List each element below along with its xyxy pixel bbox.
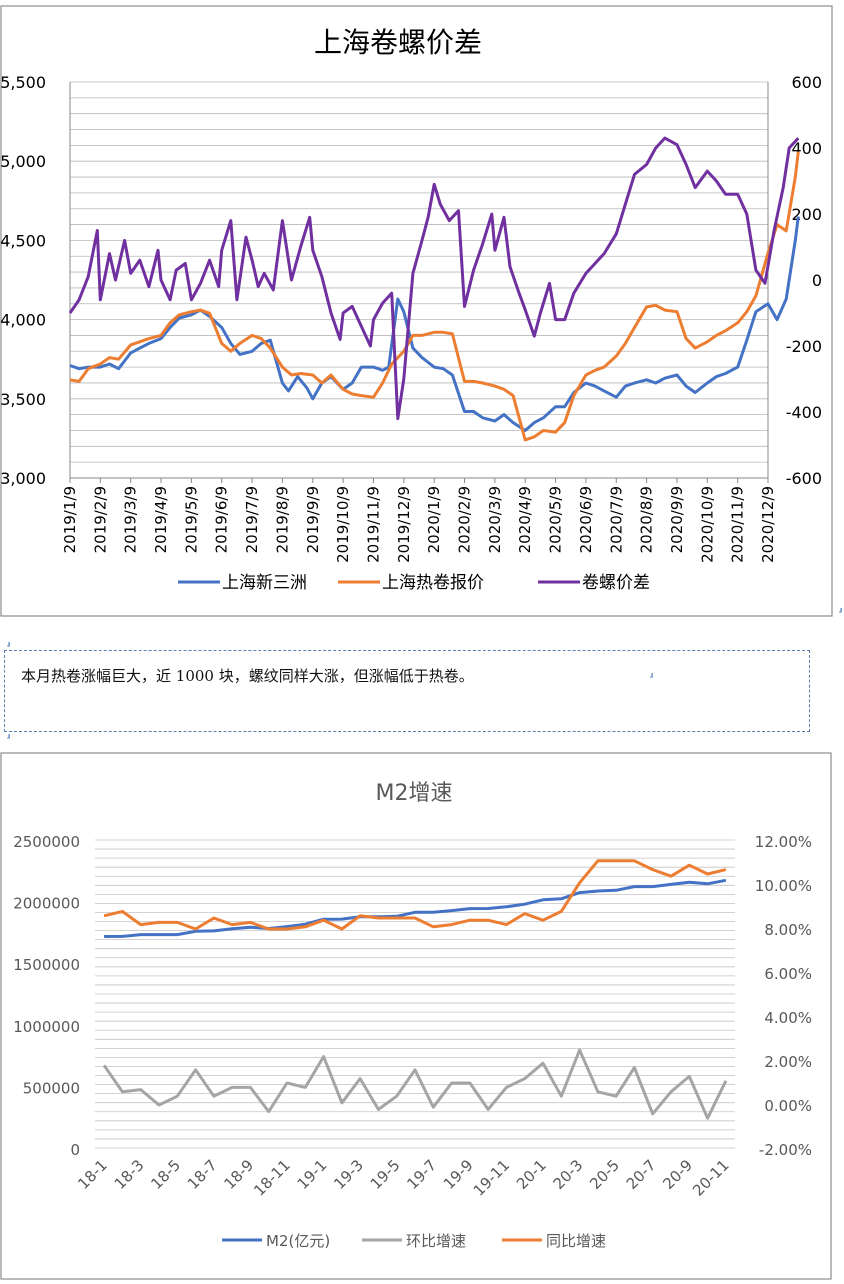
m2-growth-chart: M2增速 2500000 2000000 1500000 1000000 500000 0… [0, 752, 832, 1280]
chart-title: 上海卷螺价差 [314, 26, 482, 59]
x-tick-label: 2019/4/9 [152, 486, 170, 553]
series-line-2 [68, 136, 800, 421]
x-tick-label: 2020/3/9 [486, 486, 504, 553]
right-tick-label: -400 [786, 403, 822, 422]
series-lines [102, 859, 728, 1120]
left-tick-label: 2500000 [13, 833, 80, 851]
left-tick-label: 4,500 [0, 231, 46, 250]
right-tick-label: 0.00% [764, 1097, 812, 1115]
x-tick-label: 2019/3/9 [122, 486, 140, 553]
left-tick-label: 1000000 [13, 1018, 80, 1036]
x-tick-label: 2020/4/9 [516, 486, 534, 553]
legend-label: M2(亿元) [266, 1232, 330, 1250]
left-tick-label: 500000 [23, 1079, 80, 1097]
grid-lines [95, 839, 735, 1149]
legend-label: 卷螺价差 [582, 573, 650, 593]
x-tick-label: 2020/5/9 [547, 486, 565, 553]
right-tick-label: 10.00% [755, 877, 812, 895]
x-tick-label: 2020/6/9 [577, 486, 595, 553]
left-tick-label: 3,500 [0, 390, 46, 409]
x-axis-ticks: 2019/1/9 2019/2/9 2019/3/9 2019/4/9 2019/5/9… [61, 478, 777, 563]
right-tick-label: 200 [791, 205, 822, 224]
x-tick-label: 2020/11/9 [729, 486, 747, 563]
left-tick-label: 2000000 [13, 895, 80, 913]
series-line-0 [104, 878, 727, 938]
x-tick-label: 2020/12/9 [759, 486, 777, 563]
x-tick-label: 2019/8/9 [273, 486, 291, 553]
series-line-1 [69, 151, 800, 442]
x-tick-label: 2019/1/9 [61, 486, 79, 553]
x-tick-label: 2019/9/9 [304, 486, 322, 553]
legend-label: 上海热卷报价 [382, 573, 484, 593]
series-lines [68, 136, 800, 442]
x-tick-label: 2020/1/9 [425, 486, 443, 553]
x-tick-label: 2019/12/9 [395, 486, 413, 563]
note-box: 本月热卷涨幅巨大，近 1000 块，螺纹同样大涨，但涨幅低于热卷。 ⸥ [4, 650, 810, 732]
series-line-2 [103, 859, 727, 931]
x-tick-label: 2020/2/9 [456, 486, 474, 553]
x-tick-label: 2019/7/9 [243, 486, 261, 553]
right-tick-label: 0 [812, 271, 822, 290]
legend: M2(亿元) 环比增速 同比增速 [222, 1232, 606, 1250]
left-axis-ticks: 5,500 5,000 4,500 4,000 3,500 3,000 [0, 73, 46, 488]
left-tick-label: 5,000 [0, 152, 46, 171]
left-tick-label: 1500000 [13, 956, 80, 974]
chart-border [0, 752, 832, 1280]
right-tick-label: 8.00% [764, 921, 812, 939]
series-line-0 [69, 216, 800, 432]
left-tick-label: 4,000 [0, 311, 46, 330]
x-tick-label: 2020/9/9 [668, 486, 686, 553]
steel-spread-chart: 上海卷螺价差 5,500 5,000 4,500 4,000 3,500 3,000 60… [0, 5, 833, 617]
x-tick-label: 2019/11/9 [364, 486, 382, 563]
chart-title: M2增速 [376, 781, 453, 806]
right-tick-label: 2.00% [764, 1053, 812, 1071]
x-tick-label: 2020/8/9 [638, 486, 656, 553]
left-tick-label: 3,000 [0, 469, 46, 488]
right-tick-label: 6.00% [764, 965, 812, 983]
legend-label: 上海新三洲 [222, 573, 307, 593]
right-tick-label: -200 [786, 337, 822, 356]
paragraph-mark-icon: ⸥ [838, 600, 843, 614]
x-tick-label: 2020/10/9 [698, 486, 716, 563]
x-tick-label: 2019/10/9 [334, 486, 352, 563]
left-tick-label: 0 [70, 1141, 80, 1159]
right-tick-label: 12.00% [755, 833, 812, 851]
note-text: 本月热卷涨幅巨大，近 1000 块，螺纹同样大涨，但涨幅低于热卷。 [21, 667, 474, 685]
paragraph-mark-icon: ⸥ [6, 634, 11, 648]
legend-label: 同比增速 [546, 1232, 606, 1250]
grid-lines [69, 81, 769, 479]
x-tick-label: 2019/5/9 [182, 486, 200, 553]
left-axis-ticks: 2500000 2000000 1500000 1000000 500000 0 [13, 833, 80, 1159]
left-tick-label: 5,500 [0, 73, 46, 92]
right-tick-label: -2.00% [759, 1141, 812, 1159]
right-tick-label: 4.00% [764, 1009, 812, 1027]
right-tick-label: -600 [786, 469, 822, 488]
x-tick-label: 2019/2/9 [91, 486, 109, 553]
right-axis-ticks: 12.00% 10.00% 8.00% 6.00% 4.00% 2.00% 0.00% -2.… [755, 833, 812, 1159]
chart-border [0, 5, 833, 617]
paragraph-mark-icon: ⸥ [649, 665, 654, 679]
right-tick-label: 600 [791, 73, 822, 92]
x-tick-label: 2019/6/9 [213, 486, 231, 553]
legend: 上海新三洲 上海热卷报价 卷螺价差 [178, 573, 650, 593]
x-tick-label: 2020/7/9 [607, 486, 625, 553]
series-line-1 [102, 1048, 728, 1120]
legend-label: 环比增速 [406, 1232, 466, 1250]
paragraph-mark-icon: ⸥ [6, 726, 11, 740]
